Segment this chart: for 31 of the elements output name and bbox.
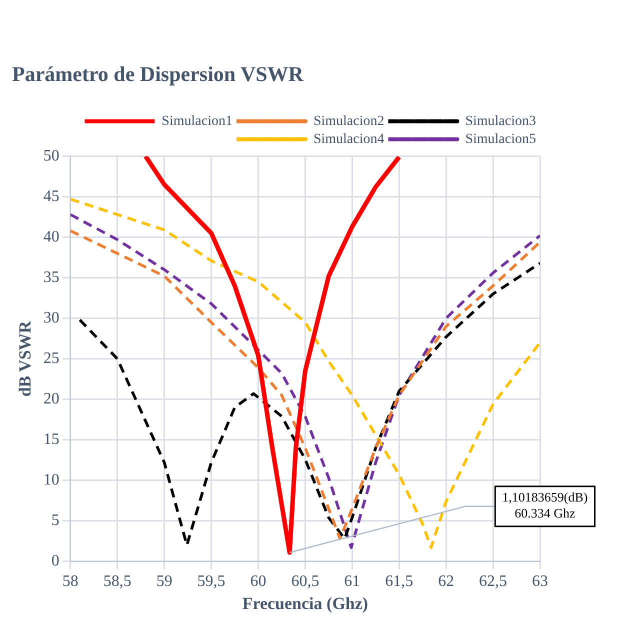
y-tick-label: 25 <box>43 350 60 368</box>
annotation: 1,10183659(dB) 60.334 Ghz <box>502 489 588 520</box>
x-tick-label: 62 <box>438 573 454 590</box>
y-tick-label: 10 <box>43 472 60 489</box>
x-tick-label: 58 <box>62 573 78 590</box>
x-tick-label: 61,5 <box>385 573 414 590</box>
y-tick-label: 30 <box>43 309 60 326</box>
y-tick-label: 20 <box>43 390 60 408</box>
x-tick-label: 59,5 <box>197 573 226 590</box>
y-tick-label: 5 <box>51 512 60 530</box>
y-tick-label: 0 <box>51 552 60 570</box>
legend-label: Simulacion5 <box>465 132 536 147</box>
y-tick-label: 50 <box>43 147 60 164</box>
legend-label: Simulacion3 <box>465 114 536 129</box>
y-tick-label: 45 <box>43 188 60 205</box>
y-tick-label: 15 <box>43 431 60 448</box>
x-tick-label: 62,5 <box>479 573 508 590</box>
x-tick-label: 58,5 <box>103 573 132 590</box>
x-tick-label: 59 <box>156 573 172 590</box>
x-tick-label: 60,5 <box>291 573 320 590</box>
legend-label: Simulacion2 <box>313 114 384 129</box>
x-tick-label: 60 <box>250 573 266 590</box>
x-tick-label: 61 <box>344 573 360 590</box>
chart-title: Parámetro de Dispersion VSWR <box>12 62 304 86</box>
y-tick-label: 40 <box>43 228 60 246</box>
x-tick-label: 63 <box>532 573 548 590</box>
y-axis-title: dB VSWR <box>16 320 35 397</box>
legend-label: Simulacion1 <box>162 114 232 129</box>
legend-label: Simulacion4 <box>313 132 384 147</box>
x-axis-title: Frecuencia (Ghz) <box>242 594 368 614</box>
y-tick-label: 35 <box>43 268 60 286</box>
